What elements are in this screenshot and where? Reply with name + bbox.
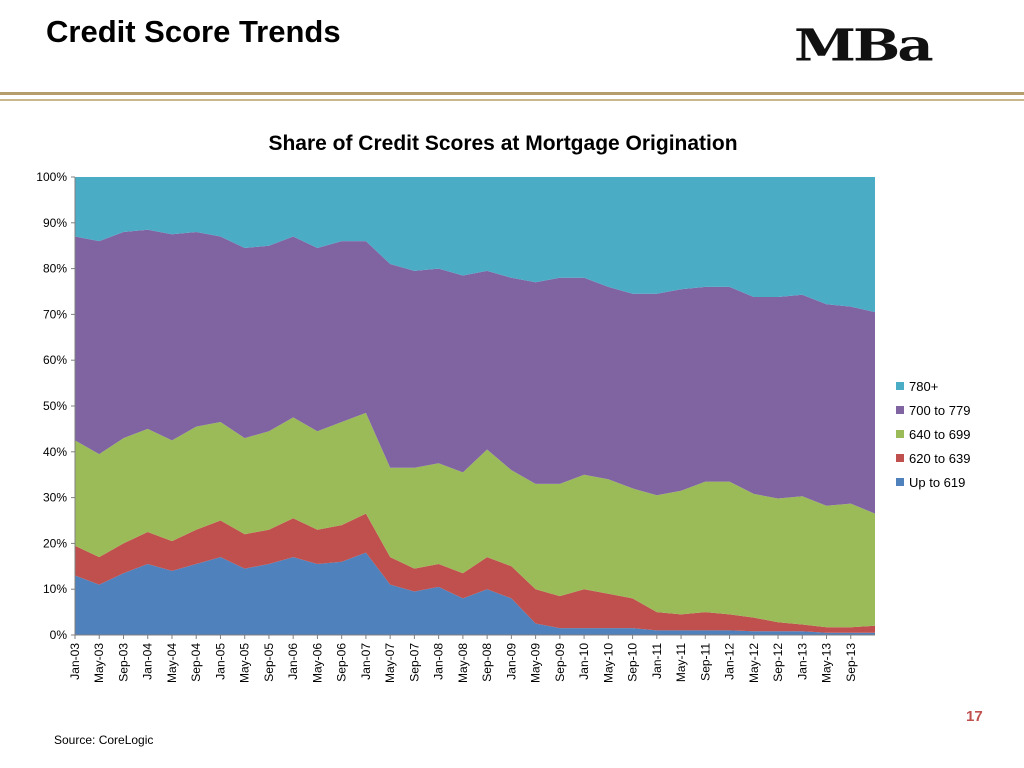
area-series-up-to-619: [75, 552, 875, 635]
y-tick-label: 40%: [43, 445, 67, 459]
x-tick-label: Sep-11: [698, 643, 712, 681]
page-number: 17: [966, 708, 983, 725]
y-tick-label: 90%: [43, 216, 67, 230]
y-tick-label: 50%: [43, 399, 67, 413]
slide-title: Credit Score Trends: [46, 14, 341, 49]
header-rule-thin: [0, 99, 1024, 101]
x-tick-label: Sep-05: [262, 643, 276, 682]
x-tick-label: Jan-04: [141, 643, 155, 680]
chart-axes: 0% 10% 20% 30% 40% 50% 60% 70% 80% 90% 100% Jan-03 M…: [36, 170, 875, 683]
x-tick-label: Sep-12: [771, 643, 785, 682]
x-tick-label: Sep-10: [626, 643, 640, 682]
x-tick-label: May-13: [820, 643, 834, 683]
legend-swatch: [896, 406, 904, 414]
legend-item: 620 to 639: [896, 446, 970, 470]
x-tick-label: Jan-11: [650, 643, 664, 679]
x-tick-label: May-11: [674, 643, 688, 682]
y-tick-label: 20%: [43, 536, 67, 550]
x-tick-label: May-05: [238, 643, 252, 683]
x-tick-label: Sep-04: [189, 643, 203, 682]
x-tick-label: Sep-06: [335, 643, 349, 682]
legend-item: 780+: [896, 374, 970, 398]
y-tick-label: 60%: [43, 353, 67, 367]
legend-item: 700 to 779: [896, 398, 970, 422]
x-tick-label: Jan-12: [723, 643, 737, 680]
x-tick-label: Jan-09: [504, 643, 518, 680]
x-tick-label: Jan-10: [577, 643, 591, 680]
legend-swatch: [896, 430, 904, 438]
legend-label: Up to 619: [909, 474, 966, 490]
legend-label: 640 to 699: [909, 426, 971, 442]
legend-label: 700 to 779: [909, 402, 971, 418]
x-tick-label: Jan-03: [68, 643, 82, 680]
mba-logo: MBa: [794, 20, 934, 72]
legend-item: Up to 619: [896, 470, 970, 494]
legend-swatch: [896, 382, 904, 390]
x-tick-label: May-10: [601, 643, 615, 683]
y-tick-label: 0%: [50, 628, 68, 642]
legend-swatch: [896, 478, 904, 486]
y-tick-label: 10%: [43, 582, 67, 596]
x-tick-label: May-04: [165, 643, 179, 683]
area-series-group: [75, 177, 875, 635]
x-tick-label: May-07: [383, 643, 397, 683]
x-tick-label: Jan-05: [213, 643, 227, 680]
x-tick-label: Jan-08: [432, 643, 446, 680]
legend-item: 640 to 699: [896, 422, 970, 446]
chart-title: Share of Credit Scores at Mortgage Origi…: [268, 132, 738, 155]
source-note: Source: CoreLogic: [54, 733, 154, 747]
area-series-700-to-779: [75, 229, 875, 514]
legend-label: 780+: [909, 378, 939, 394]
header-rule: [0, 92, 1024, 95]
x-tick-label: Sep-13: [844, 643, 858, 682]
area-series-640-to-699: [75, 412, 875, 628]
x-tick-label: Jan-07: [359, 643, 373, 680]
x-tick-label: May-12: [747, 643, 761, 683]
y-tick-label: 100%: [36, 170, 67, 184]
x-tick-label: Sep-08: [480, 643, 494, 682]
x-tick-label: May-03: [92, 643, 106, 683]
y-tick-label: 30%: [43, 491, 67, 505]
y-tick-label: 80%: [43, 262, 67, 276]
x-tick-label: Jan-13: [795, 643, 809, 680]
area-series-780-: [75, 177, 875, 313]
x-tick-label: Sep-07: [407, 643, 421, 682]
x-tick-label: Sep-09: [553, 643, 567, 682]
x-tick-label: May-06: [310, 643, 324, 683]
x-tick-label: Jan-06: [286, 643, 300, 680]
legend-label: 620 to 639: [909, 450, 971, 466]
x-tick-label: May-09: [529, 643, 543, 683]
legend-swatch: [896, 454, 904, 462]
y-tick-label: 70%: [43, 307, 67, 321]
area-series-620-to-639: [75, 513, 875, 633]
x-tick-label: May-08: [456, 643, 470, 683]
x-tick-label: Sep-03: [116, 643, 130, 682]
chart-legend: 780+ 700 to 779 640 to 699 620 to 639 Up to …: [896, 374, 970, 494]
